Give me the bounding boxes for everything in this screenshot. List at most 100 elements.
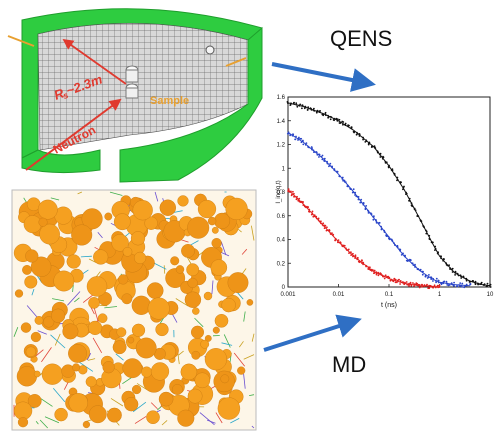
chart-point	[347, 124, 349, 126]
chart-point	[338, 122, 341, 124]
md-atom	[150, 362, 170, 381]
chart-point	[315, 111, 318, 114]
chart-point	[394, 281, 397, 284]
chart-point	[332, 119, 335, 121]
md-bond	[233, 352, 246, 367]
md-atom	[33, 370, 41, 378]
chart-point	[300, 137, 303, 140]
x-tick-label: 0.1	[385, 292, 394, 298]
molecular-simulation-box	[11, 189, 257, 431]
md-bond	[175, 298, 189, 307]
md-atom	[87, 320, 103, 336]
md-atom	[158, 391, 174, 407]
chart-point	[352, 188, 355, 191]
chart-point	[323, 157, 326, 160]
chart-point	[328, 165, 330, 168]
chart-point	[465, 279, 468, 282]
chart-point	[302, 143, 305, 146]
chart-point	[414, 263, 416, 266]
chart-point	[360, 198, 363, 201]
chart-point	[384, 274, 387, 277]
md-atom	[225, 197, 248, 220]
neutron-beam-arrow	[25, 98, 122, 171]
md-atom	[122, 358, 143, 379]
chart-point	[428, 274, 430, 276]
chart-point	[375, 273, 378, 276]
md-bond	[72, 284, 74, 293]
md-atom	[132, 384, 142, 395]
chart-series-0	[286, 101, 492, 288]
chart-point	[396, 281, 398, 284]
md-bond	[104, 306, 118, 309]
md-atom	[212, 326, 220, 334]
md-bond	[37, 330, 47, 335]
md-atom	[210, 259, 228, 276]
md-bond	[153, 262, 167, 270]
md-atom	[190, 325, 204, 339]
chart-point	[461, 282, 464, 285]
chart-point	[302, 139, 304, 142]
md-bond	[243, 373, 246, 389]
qens-arrow	[271, 62, 376, 92]
chart-point	[440, 283, 443, 286]
y-tick-label: 0.8	[277, 190, 286, 196]
md-atom	[82, 420, 91, 429]
md-bond	[194, 317, 204, 328]
md-atom	[214, 313, 229, 328]
chart-point	[301, 107, 303, 110]
chart-point	[451, 267, 454, 270]
md-bond	[251, 425, 255, 429]
md-bond	[87, 358, 96, 361]
md-atom	[144, 216, 158, 230]
chart-point	[377, 274, 380, 277]
x-tick-label: 10	[487, 292, 494, 298]
md-atom	[88, 405, 107, 424]
md-bond	[154, 191, 159, 202]
chart-point	[426, 277, 429, 279]
x-tick-label: 1	[438, 292, 442, 298]
chart-point	[463, 286, 466, 288]
md-bond	[199, 412, 215, 426]
chart-point	[432, 280, 434, 282]
md-atom	[24, 275, 38, 289]
chart-point	[342, 121, 345, 123]
md-atom	[187, 277, 198, 289]
md-bond	[54, 333, 61, 346]
chart-point	[427, 287, 430, 290]
chart-point	[460, 277, 463, 279]
chart-point	[410, 284, 413, 287]
md-bond	[40, 398, 53, 407]
chart-point	[338, 118, 341, 121]
chart-point	[353, 131, 355, 134]
md-atom	[217, 397, 241, 420]
md-atom	[207, 216, 217, 226]
md-bond	[110, 398, 124, 407]
chart-point	[379, 156, 382, 158]
chart-point	[394, 278, 397, 281]
md-bond	[80, 255, 92, 258]
chart-point	[443, 258, 445, 261]
md-atom	[93, 249, 109, 265]
chart-point	[421, 283, 423, 286]
chart-point	[392, 280, 395, 283]
md-atom	[37, 199, 58, 220]
orange-pointer-right	[225, 57, 247, 67]
chart-point	[326, 226, 328, 229]
md-arrow	[263, 314, 362, 352]
chart-point	[380, 228, 383, 231]
chart-point	[413, 285, 415, 287]
chart-point	[409, 281, 412, 284]
chart-point	[329, 162, 332, 165]
md-bond	[88, 258, 97, 263]
md-atom	[81, 208, 103, 230]
md-bond	[150, 402, 158, 410]
md-atom	[68, 343, 87, 363]
qens-label: QENS	[330, 26, 392, 51]
chart-point	[306, 108, 309, 111]
chart-point	[405, 259, 408, 262]
chart-point	[317, 217, 320, 220]
md-atom	[187, 216, 210, 239]
chart-point	[337, 239, 340, 242]
radius-arrow	[62, 38, 127, 85]
